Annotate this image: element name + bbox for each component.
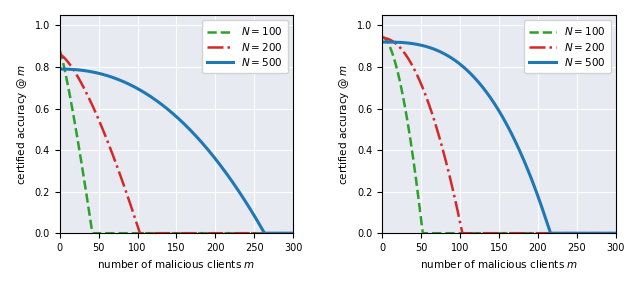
$N = 500$: [283, 231, 291, 235]
$N = 100$: [378, 35, 386, 39]
$N = 100$: [240, 231, 248, 235]
Legend: $N = 100$, $N = 200$, $N = 500$: $N = 100$, $N = 200$, $N = 500$: [524, 20, 611, 73]
$N = 100$: [605, 231, 613, 235]
$N = 500$: [289, 231, 297, 235]
$N = 100$: [605, 231, 613, 235]
$N = 500$: [283, 231, 291, 235]
$N = 200$: [283, 231, 291, 235]
Line: $N = 100$: $N = 100$: [382, 37, 616, 233]
$N = 200$: [612, 231, 620, 235]
Y-axis label: certified accuracy @ $m$: certified accuracy @ $m$: [337, 63, 351, 185]
$N = 200$: [486, 231, 493, 235]
$N = 500$: [563, 231, 570, 235]
$N = 100$: [289, 231, 297, 235]
$N = 100$: [68, 103, 76, 107]
$N = 500$: [605, 231, 613, 235]
$N = 200$: [563, 231, 570, 235]
$N = 200$: [289, 231, 297, 235]
X-axis label: number of malicious clients $m$: number of malicious clients $m$: [420, 259, 578, 271]
$N = 500$: [486, 95, 493, 98]
$N = 500$: [547, 231, 554, 235]
$N = 500$: [56, 67, 63, 71]
$N = 200$: [136, 231, 144, 235]
$N = 100$: [163, 231, 171, 235]
$N = 100$: [56, 48, 63, 52]
$N = 200$: [390, 40, 398, 44]
$N = 100$: [419, 231, 426, 235]
$N = 100$: [563, 231, 570, 235]
$N = 200$: [56, 53, 63, 56]
$N = 100$: [486, 231, 493, 235]
$N = 200$: [163, 231, 171, 235]
$N = 200$: [605, 231, 613, 235]
$N = 100$: [88, 231, 96, 235]
$N = 100$: [283, 231, 291, 235]
$N = 200$: [459, 231, 467, 235]
$N = 100$: [492, 231, 500, 235]
$N = 500$: [68, 68, 76, 71]
$N = 500$: [170, 112, 177, 116]
$N = 100$: [390, 57, 398, 60]
Line: $N = 500$: $N = 500$: [382, 42, 616, 233]
Line: $N = 500$: $N = 500$: [60, 69, 293, 233]
Line: $N = 200$: $N = 200$: [60, 54, 293, 233]
Legend: $N = 100$, $N = 200$, $N = 500$: $N = 100$, $N = 200$, $N = 500$: [202, 20, 288, 73]
Y-axis label: certified accuracy @ $m$: certified accuracy @ $m$: [15, 63, 29, 185]
$N = 100$: [612, 231, 620, 235]
$N = 500$: [390, 40, 398, 44]
$N = 200$: [170, 231, 177, 235]
$N = 500$: [612, 231, 620, 235]
X-axis label: number of malicious clients $m$: number of malicious clients $m$: [97, 259, 255, 271]
$N = 200$: [283, 231, 291, 235]
$N = 500$: [605, 231, 613, 235]
$N = 200$: [68, 65, 76, 69]
$N = 500$: [260, 231, 268, 235]
Line: $N = 200$: $N = 200$: [382, 38, 616, 233]
$N = 200$: [492, 231, 500, 235]
$N = 200$: [378, 36, 386, 40]
$N = 100$: [170, 231, 177, 235]
$N = 500$: [240, 197, 248, 200]
$N = 500$: [378, 40, 386, 44]
$N = 500$: [163, 107, 171, 111]
$N = 200$: [605, 231, 613, 235]
$N = 200$: [240, 231, 248, 235]
$N = 100$: [283, 231, 291, 235]
Line: $N = 100$: $N = 100$: [60, 50, 293, 233]
$N = 500$: [492, 104, 500, 108]
